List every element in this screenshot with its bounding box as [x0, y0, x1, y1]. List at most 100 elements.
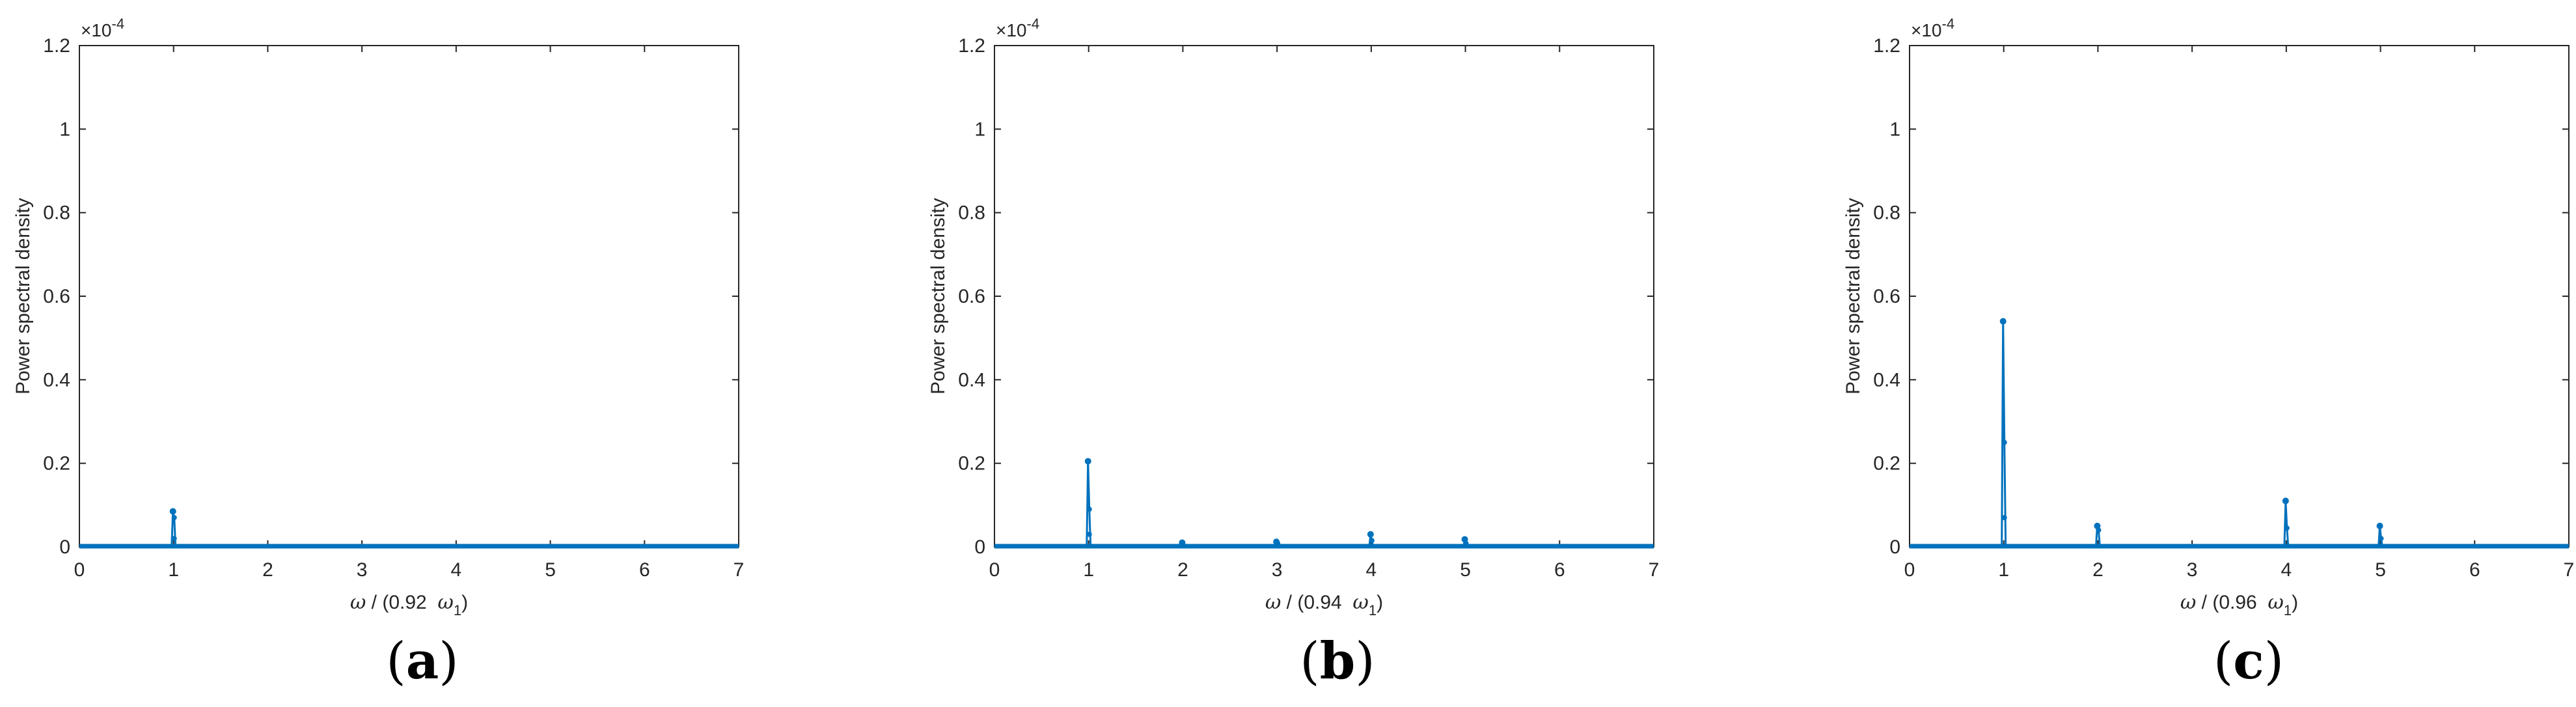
chart-b-peak-marker-extra — [1275, 540, 1281, 546]
chart-c-axes-box — [1909, 45, 2569, 548]
chart-a-y-tick-label: 0.4 — [43, 369, 70, 391]
chart-a-x-tick-label: 1 — [168, 559, 179, 581]
chart-a-x-tick-label: 5 — [545, 559, 556, 581]
chart-c-y-tick-label: 1 — [1889, 118, 1900, 140]
panel-b: 0 1 2 3 4 5 6 7 0 0.2 0.4 0.6 0.8 1 1.2 ×10-4 Power spec… — [915, 0, 1761, 707]
chart-a-y-tick-label: 0.6 — [43, 286, 70, 307]
chart-c-peak-0 — [1999, 318, 2007, 548]
chart-b-peak-marker — [1179, 539, 1186, 546]
chart-c-x-tick-label: 5 — [2375, 559, 2386, 581]
chart-b-x-tick-label: 2 — [1177, 559, 1188, 581]
chart-b-x-tick-label: 3 — [1272, 559, 1283, 581]
chart-a-y-tick-label: 0.8 — [43, 202, 70, 224]
chart-a-x-tick-label: 3 — [357, 559, 368, 581]
chart-c-y-tick-label: 0 — [1889, 536, 1900, 558]
panel-c: 0 1 2 3 4 5 6 7 0 0.2 0.4 0.6 0.8 1 1.2 ×10-4 Power spec… — [1830, 0, 2576, 707]
chart-a-y-axis-label: Power spectral density — [12, 198, 34, 395]
chart-b: 0 1 2 3 4 5 6 7 0 0.2 0.4 0.6 0.8 1 1.2 ×10-4 Power spec… — [927, 16, 1660, 618]
chart-a-y-tick-label: 0 — [59, 536, 70, 558]
chart-c-y-tick-label: 0.4 — [1873, 369, 1900, 391]
chart-c-peak-marker-extra — [2284, 525, 2290, 531]
chart-c-y-tick-label: 1.2 — [1873, 35, 1900, 57]
chart-c: 0 1 2 3 4 5 6 7 0 0.2 0.4 0.6 0.8 1 1.2 ×10-4 Power spec… — [1843, 16, 2575, 618]
chart-c-peak-marker-extra — [2001, 439, 2007, 445]
subfigure-label-b-text: b — [1319, 631, 1356, 691]
chart-b-peak-marker — [1084, 458, 1091, 465]
chart-b-peak-marker-extra — [1086, 506, 1092, 512]
chart-c-y-tick-label: 0.2 — [1873, 453, 1900, 475]
chart-b-y-tick-label: 0 — [974, 536, 985, 558]
chart-c-peak-1 — [2094, 522, 2102, 548]
chart-a-x-tick-label: 2 — [262, 559, 273, 581]
chart-a: 0 1 2 3 4 5 6 7 0 0.2 0.4 0.6 0.8 1 1.2 ×10-4 Power spec… — [12, 16, 745, 618]
chart-c-y-axis-label: Power spectral density — [1843, 198, 1864, 395]
chart-c-peak-line — [2001, 321, 2007, 548]
panel-a: 0 1 2 3 4 5 6 7 0 0.2 0.4 0.6 0.8 1 1.2 ×10-4 Power spec… — [0, 0, 846, 707]
chart-b-y-tick-label: 1 — [974, 118, 985, 140]
chart-b-x-tick-label: 1 — [1083, 559, 1094, 581]
chart-c-y-tick-label: 0.6 — [1873, 286, 1900, 307]
chart-c-peak-line — [2283, 501, 2290, 548]
chart-b-axes-box — [994, 45, 1654, 548]
chart-c-x-tick-label: 7 — [2564, 559, 2575, 581]
chart-c-peak-marker — [1999, 318, 2007, 325]
chart-b-y-tick-label: 0.6 — [958, 286, 985, 307]
chart-a-peak-marker-extra — [171, 515, 177, 521]
chart-b-x-tick-label: 6 — [1554, 559, 1565, 581]
chart-a-x-tick-label: 4 — [451, 559, 462, 581]
chart-c-peak-3 — [2376, 522, 2384, 548]
chart-b-x-tick-label: 4 — [1366, 559, 1377, 581]
chart-b-peak-line — [1086, 461, 1092, 548]
chart-a-x-tick-label: 7 — [733, 559, 745, 581]
chart-a-x-axis-label: ω / (0.92 ω1) — [350, 591, 468, 618]
chart-c-y-tick-label: 0.8 — [1873, 202, 1900, 224]
chart-c-x-axis-label: ω / (0.96 ω1) — [2180, 591, 2298, 618]
chart-a-x-tick-label: 6 — [639, 559, 650, 581]
chart-b-y-axis-label: Power spectral density — [927, 198, 949, 395]
chart-b-x-tick-label: 0 — [989, 559, 1000, 581]
chart-c-x-tick-label: 1 — [1998, 559, 2009, 581]
chart-a-peak-marker — [169, 508, 176, 515]
chart-b-peak-marker-extra — [1086, 531, 1092, 537]
subfigure-label-a-text: a — [405, 631, 439, 691]
chart-a-y-tick-label: 1 — [59, 118, 70, 140]
chart-b-peak-0 — [1084, 458, 1092, 548]
chart-a-y-tick-label: 0.2 — [43, 453, 70, 475]
chart-c-peak-marker-extra — [2096, 527, 2102, 533]
chart-b-peak-marker — [1367, 531, 1374, 538]
chart-b-peak-4 — [1461, 536, 1469, 548]
chart-a-peak-0 — [169, 508, 177, 548]
chart-b-x-axis-label: ω / (0.94 ω1) — [1265, 591, 1383, 618]
chart-b-peak-marker-extra — [1369, 538, 1375, 544]
chart-c-peak-marker — [2282, 497, 2289, 505]
chart-c-x-tick-label: 0 — [1904, 559, 1915, 581]
chart-a-axes-box — [79, 45, 739, 548]
chart-c-x-tick-label: 2 — [2092, 559, 2103, 581]
subfigure-label-c-text: c — [2233, 631, 2264, 691]
chart-b-peak-marker-extra — [1463, 540, 1469, 546]
chart-b-y-tick-label: 0.2 — [958, 453, 985, 475]
chart-b-y-tick-label: 0.8 — [958, 202, 985, 224]
chart-b-peak-2 — [1273, 538, 1281, 548]
chart-c-peak-marker-extra — [2001, 515, 2007, 521]
chart-c-y-exponent-label: ×10-4 — [1911, 16, 1954, 40]
chart-a-y-tick-label: 1.2 — [43, 35, 70, 57]
chart-b-x-tick-label: 5 — [1460, 559, 1471, 581]
subfigure-label-c: (c) — [2213, 631, 2284, 691]
chart-b-y-tick-label: 1.2 — [958, 35, 985, 57]
chart-c-peak-2 — [2282, 497, 2290, 548]
chart-b-peak-1 — [1179, 539, 1186, 548]
chart-c-x-tick-label: 4 — [2281, 559, 2292, 581]
subfigure-label-b: (b) — [1300, 631, 1375, 691]
chart-c-peak-marker-extra — [2378, 536, 2384, 542]
chart-a-peak-marker-extra — [171, 536, 177, 542]
chart-b-y-exponent-label: ×10-4 — [996, 16, 1039, 40]
chart-c-x-tick-label: 6 — [2469, 559, 2480, 581]
chart-c-x-tick-label: 3 — [2187, 559, 2198, 581]
chart-b-peak-3 — [1367, 531, 1375, 548]
chart-a-x-tick-label: 0 — [74, 559, 85, 581]
chart-b-x-tick-label: 7 — [1649, 559, 1660, 581]
chart-c-peak-marker — [2376, 522, 2383, 529]
chart-a-y-exponent-label: ×10-4 — [81, 16, 124, 40]
subfigure-label-a: (a) — [386, 631, 459, 691]
